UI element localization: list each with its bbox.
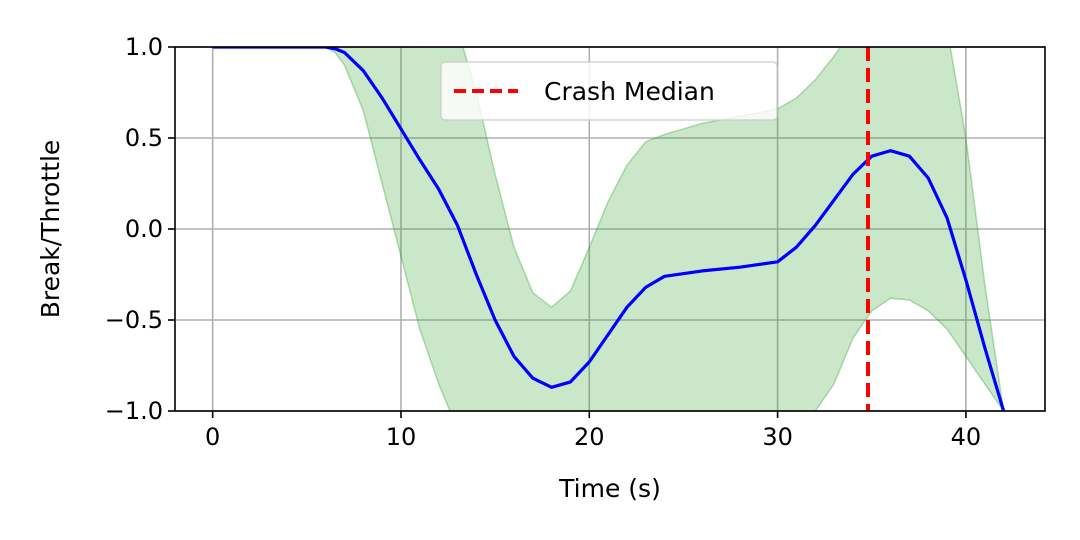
y-tick-label-1: 0.5 [125,124,163,152]
plot-area [212,47,1006,411]
confidence-band [212,47,1005,411]
y-tick-label-3: −0.5 [105,306,163,334]
x-tick-label-2: 20 [574,423,605,451]
legend: Crash Median [440,61,778,121]
x-tick-label-0: 0 [205,423,220,451]
legend-label-crash-median: Crash Median [544,77,715,106]
y-tick-label-2: 0.0 [125,215,163,243]
y-axis-label: Break/Throttle [36,140,65,319]
legend-box [440,61,778,121]
median-line [212,47,1006,411]
ticks: 0 10 20 30 40 1.0 0.5 0.0 −0.5 −1.0 [105,33,981,451]
x-tick-label-4: 40 [951,423,982,451]
y-tick-label-4: −1.0 [105,397,163,425]
x-axis-label: Time (s) [558,474,661,503]
y-tick-label-0: 1.0 [125,33,163,61]
x-tick-label-1: 10 [386,423,417,451]
x-tick-label-3: 30 [762,423,793,451]
